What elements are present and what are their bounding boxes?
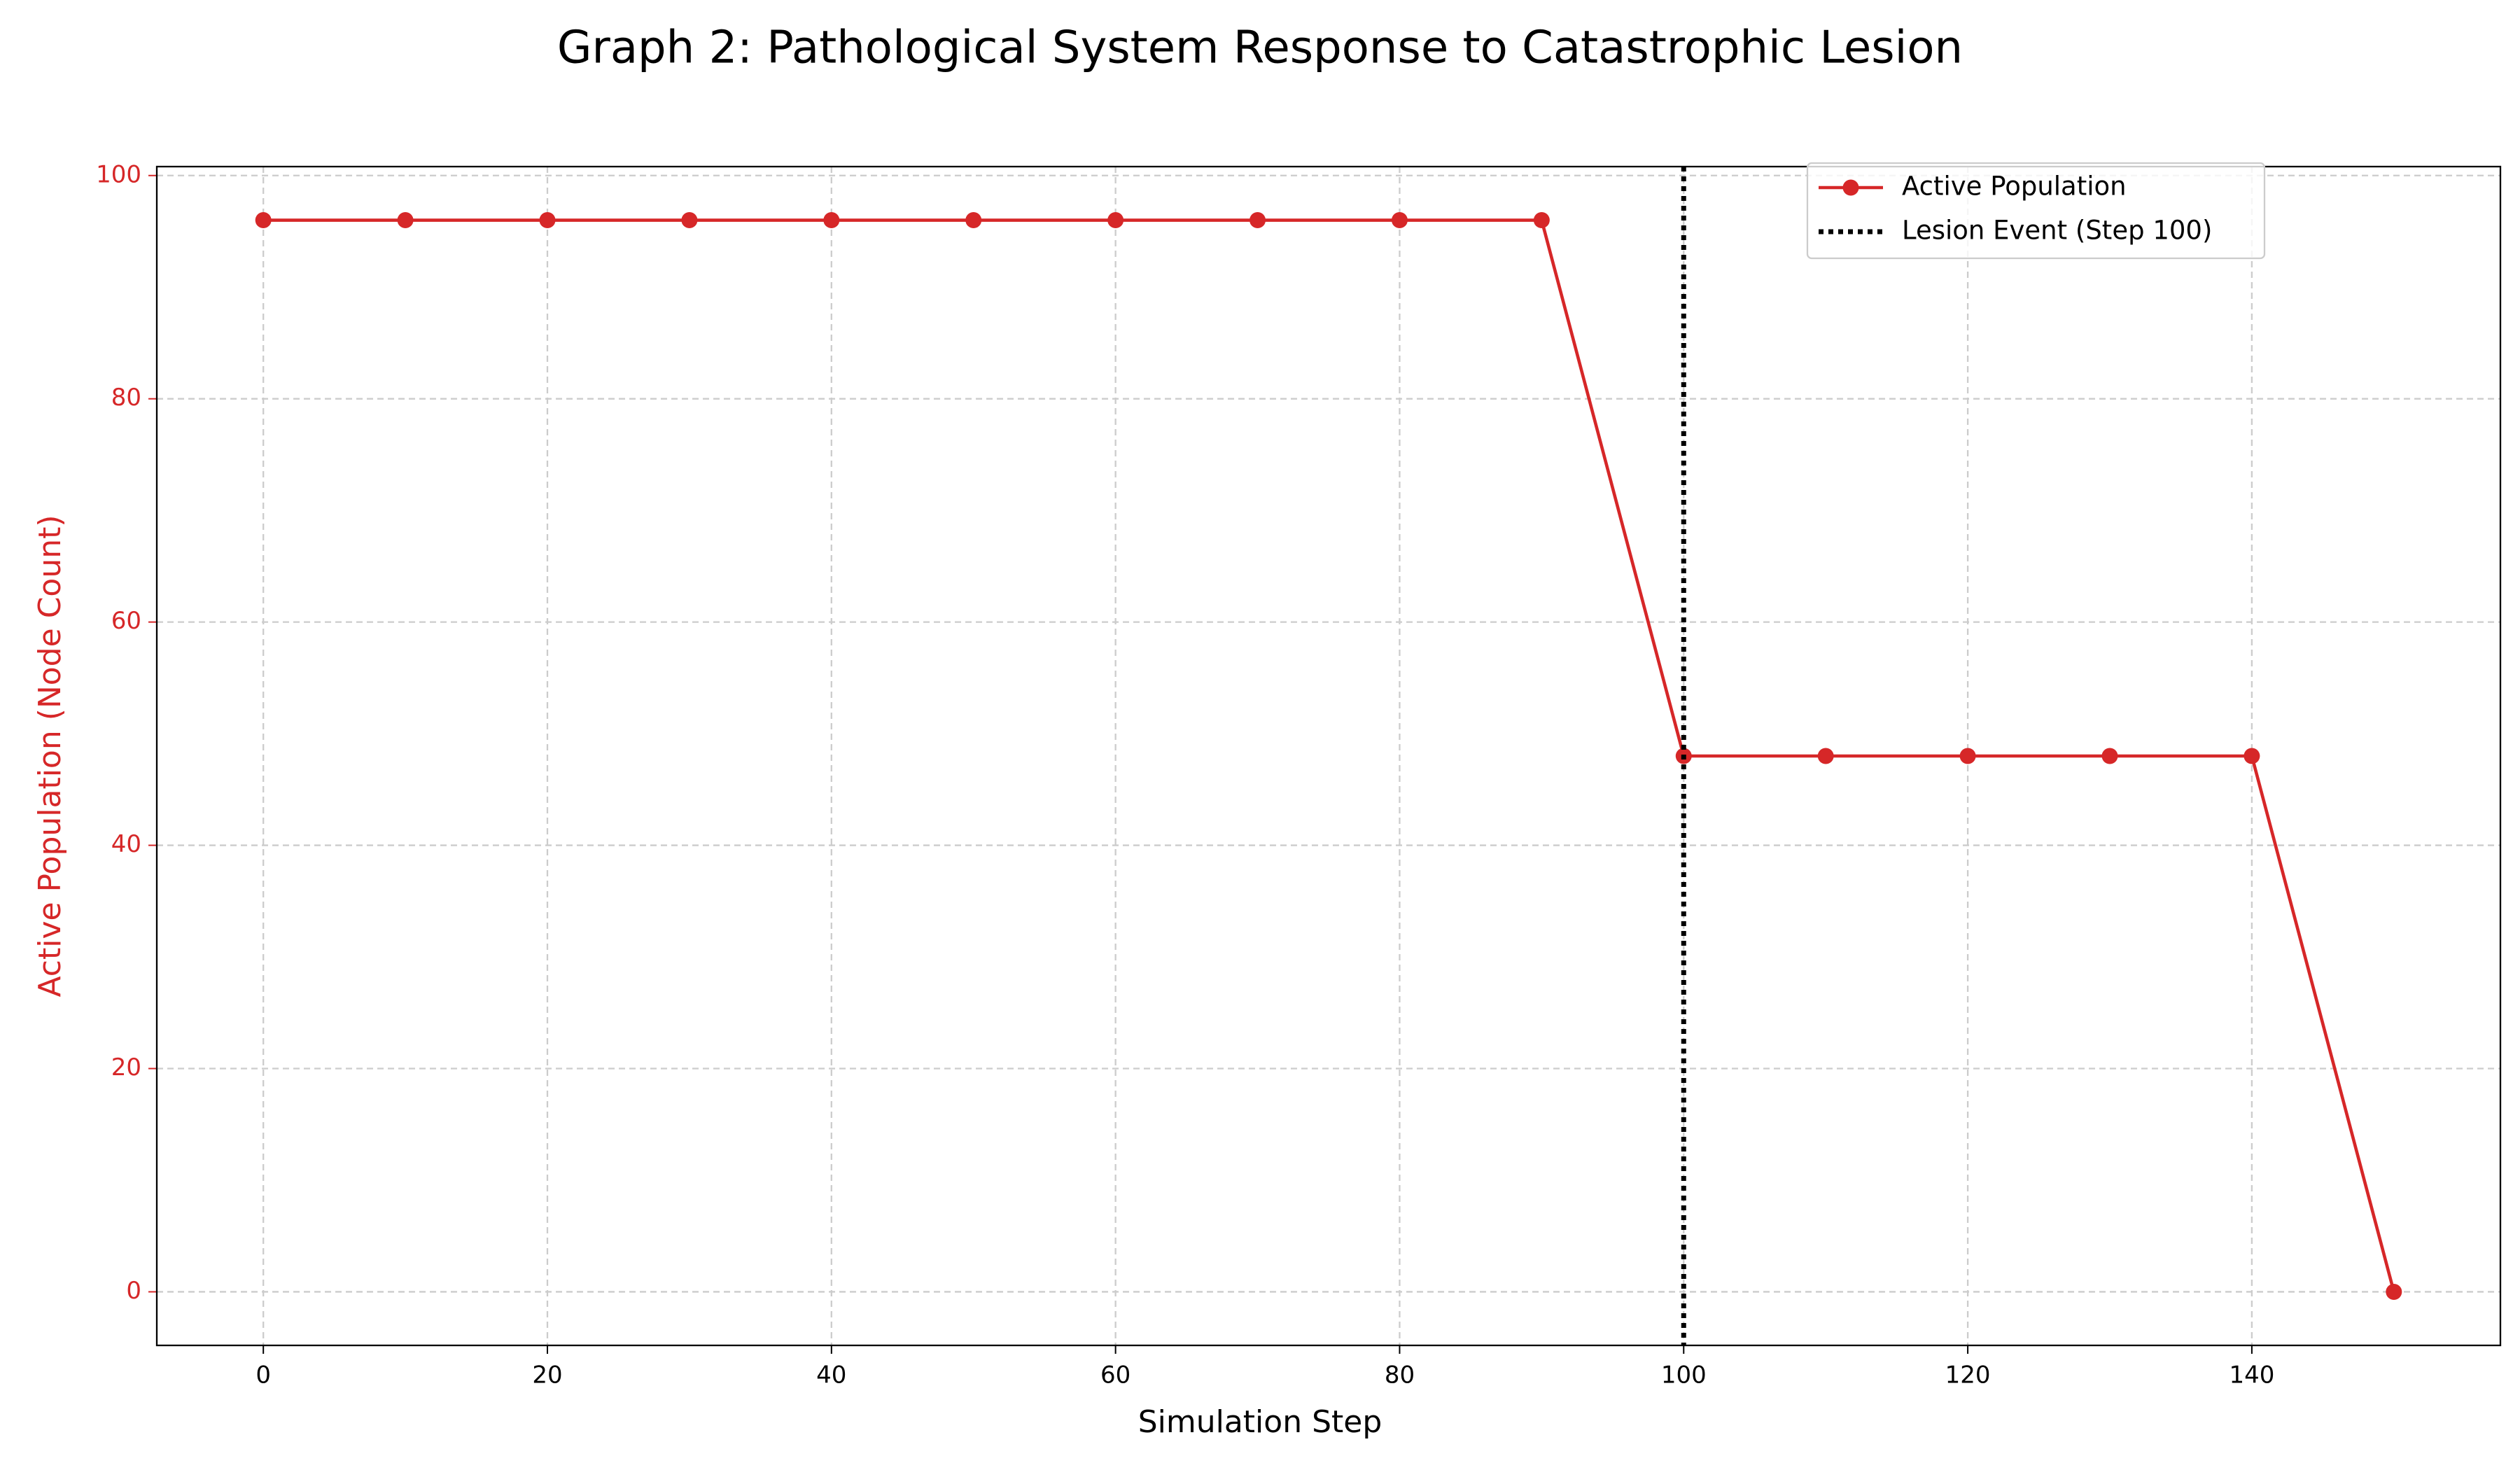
x-tick-label: 100: [1661, 1362, 1707, 1390]
x-tick-label: 140: [2229, 1362, 2274, 1390]
x-tick-label: 40: [816, 1362, 846, 1390]
y-tick-label: 80: [111, 384, 141, 412]
data-point: [1533, 212, 1550, 229]
x-tick-label: 20: [532, 1362, 562, 1390]
y-axis-label: Active Population (Node Count): [32, 514, 68, 997]
data-point: [1391, 212, 1408, 229]
x-tick-label: 0: [255, 1362, 271, 1390]
y-tick-label: 60: [111, 607, 141, 635]
data-point: [965, 212, 982, 229]
data-point: [2101, 748, 2118, 764]
y-tick-label: 100: [96, 160, 141, 188]
y-tick-label: 0: [126, 1277, 141, 1305]
legend: Active Population Lesion Event (Step 100): [1806, 162, 2266, 260]
data-point: [2244, 748, 2260, 764]
x-tick-label: 80: [1385, 1362, 1415, 1390]
data-point: [1817, 748, 1834, 764]
data-point: [681, 212, 698, 229]
data-point: [255, 212, 272, 229]
y-tick-label: 20: [111, 1054, 141, 1082]
data-point: [1250, 212, 1266, 229]
data-point: [823, 212, 840, 229]
data-point: [2386, 1283, 2402, 1300]
legend-marker: [1842, 179, 1859, 196]
legend-label: Active Population: [1902, 172, 2127, 202]
legend-box: [1806, 162, 2266, 260]
x-tick-label: 120: [1945, 1362, 1991, 1390]
plot-frame: [155, 165, 2502, 1347]
x-tick-label: 60: [1100, 1362, 1130, 1390]
data-point: [1107, 212, 1124, 229]
y-tick-label: 40: [111, 830, 141, 858]
data-point: [1959, 748, 1976, 764]
legend-label: Lesion Event (Step 100): [1902, 216, 2212, 246]
data-point: [397, 212, 414, 229]
data-line: [263, 218, 2396, 1293]
chart-title: Graph 2: Pathological System Response to…: [557, 22, 1963, 74]
data-point: [539, 212, 556, 229]
x-axis-label: Simulation Step: [1138, 1404, 1382, 1440]
